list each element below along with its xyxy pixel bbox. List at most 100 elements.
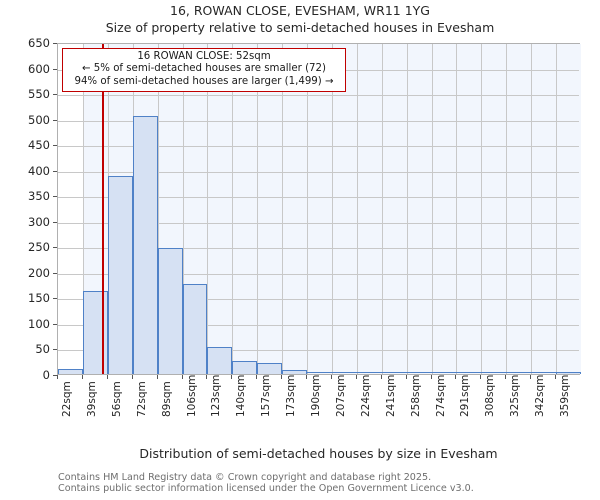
gridline-vertical	[257, 44, 259, 374]
bar-22sqm	[58, 368, 83, 374]
gridline-horizontal	[58, 120, 579, 122]
gridline-vertical	[506, 44, 508, 374]
y-tick-mark	[53, 272, 57, 274]
x-tick-label: 123sqm	[210, 374, 223, 417]
gridline-vertical	[207, 44, 209, 374]
gridline-vertical	[406, 44, 408, 374]
gridline-horizontal	[58, 222, 579, 224]
footer-line-1: Contains HM Land Registry data © Crown c…	[58, 472, 432, 483]
x-tick-mark	[206, 375, 208, 379]
x-tick-label: 106sqm	[185, 374, 198, 417]
bar-72sqm	[132, 116, 158, 374]
y-tick-mark	[53, 298, 57, 300]
y-tick-mark	[53, 196, 57, 198]
annotation-line-2: ← 5% of semi-detached houses are smaller…	[82, 63, 326, 75]
gridline-vertical	[331, 44, 333, 374]
gridline-horizontal	[58, 299, 579, 301]
y-tick-label: 200	[28, 265, 50, 280]
x-tick-mark	[330, 375, 332, 379]
gridline-vertical	[431, 44, 433, 374]
x-tick-mark	[131, 375, 133, 379]
x-tick-label: 258sqm	[409, 374, 422, 417]
gridline-vertical	[531, 44, 533, 374]
x-tick-mark	[480, 375, 482, 379]
gridline-vertical	[556, 44, 558, 374]
y-tick-label: 500	[28, 112, 50, 127]
x-tick-label: 207sqm	[334, 374, 347, 417]
gridline-vertical	[232, 44, 234, 374]
gridline-horizontal	[58, 171, 579, 173]
x-tick-label: 224sqm	[359, 374, 372, 417]
bar-173sqm	[282, 370, 308, 374]
x-tick-label: 89sqm	[160, 381, 173, 417]
gridline-horizontal	[58, 197, 579, 199]
x-tick-label: 308sqm	[484, 374, 497, 417]
x-tick-mark	[256, 375, 258, 379]
y-tick-label: 450	[28, 138, 50, 153]
x-tick-mark	[231, 375, 233, 379]
bar-274sqm	[431, 372, 457, 374]
x-tick-mark	[181, 375, 183, 379]
y-tick-label: 150	[28, 291, 50, 306]
bar-140sqm	[232, 361, 258, 374]
x-tick-mark	[505, 375, 507, 379]
x-tick-mark	[306, 375, 308, 379]
bar-106sqm	[182, 283, 208, 374]
x-tick-mark	[81, 375, 83, 379]
bar-291sqm	[456, 372, 482, 374]
x-tick-label: 140sqm	[235, 374, 248, 417]
x-tick-mark	[430, 375, 432, 379]
x-tick-label: 241sqm	[384, 374, 397, 417]
property-annotation-box: 16 ROWAN CLOSE: 52sqm ← 5% of semi-detac…	[62, 48, 346, 93]
gridline-vertical	[381, 44, 383, 374]
gridline-horizontal	[58, 248, 579, 250]
bar-342sqm	[531, 372, 557, 374]
y-tick-mark	[53, 247, 57, 249]
y-tick-mark	[53, 43, 57, 44]
x-tick-mark	[555, 375, 557, 379]
footer-line-2: Contains public sector information licen…	[58, 483, 474, 494]
y-tick-mark	[53, 375, 57, 376]
gridline-horizontal	[58, 324, 579, 326]
annotation-line-1: 16 ROWAN CLOSE: 52sqm	[137, 51, 271, 62]
x-tick-label: 325sqm	[509, 374, 522, 417]
annotation-line-3: 94% of semi-detached houses are larger (…	[74, 75, 334, 87]
y-tick-mark	[53, 119, 57, 121]
bar-190sqm	[307, 372, 332, 374]
y-tick-label: 250	[28, 240, 50, 255]
bar-89sqm	[157, 247, 183, 374]
y-tick-mark	[53, 221, 57, 223]
gridline-vertical	[182, 44, 184, 374]
gridline-vertical	[157, 44, 159, 374]
x-tick-mark	[106, 375, 108, 379]
x-tick-label: 22sqm	[61, 381, 73, 417]
page-subtitle: Size of property relative to semi-detach…	[105, 20, 495, 35]
x-tick-label: 72sqm	[135, 381, 148, 417]
y-tick-label: 300	[28, 214, 50, 229]
gridline-horizontal	[58, 273, 579, 275]
y-tick-label: 100	[28, 316, 50, 331]
y-tick-label: 550	[28, 87, 50, 102]
bar-157sqm	[257, 362, 283, 374]
y-tick-mark	[53, 145, 57, 147]
x-axis-label: Distribution of semi-detached houses by …	[139, 446, 498, 461]
y-tick-mark	[53, 170, 57, 172]
x-tick-label: 342sqm	[534, 374, 547, 417]
x-tick-mark	[355, 375, 357, 379]
bar-241sqm	[381, 372, 407, 374]
x-tick-label: 359sqm	[559, 374, 572, 417]
gridline-horizontal	[58, 95, 579, 97]
y-tick-label: 650	[28, 36, 50, 50]
property-size-marker-line	[101, 44, 104, 374]
bar-123sqm	[207, 346, 233, 374]
y-tick-label: 600	[28, 61, 50, 76]
bar-56sqm	[107, 176, 133, 374]
plot-area	[57, 43, 581, 375]
y-tick-mark	[53, 349, 57, 351]
x-tick-mark	[530, 375, 532, 379]
x-tick-label: 274sqm	[434, 374, 447, 417]
gridline-vertical	[356, 44, 358, 374]
gridline-vertical	[481, 44, 483, 374]
y-tick-label: 400	[28, 163, 50, 178]
